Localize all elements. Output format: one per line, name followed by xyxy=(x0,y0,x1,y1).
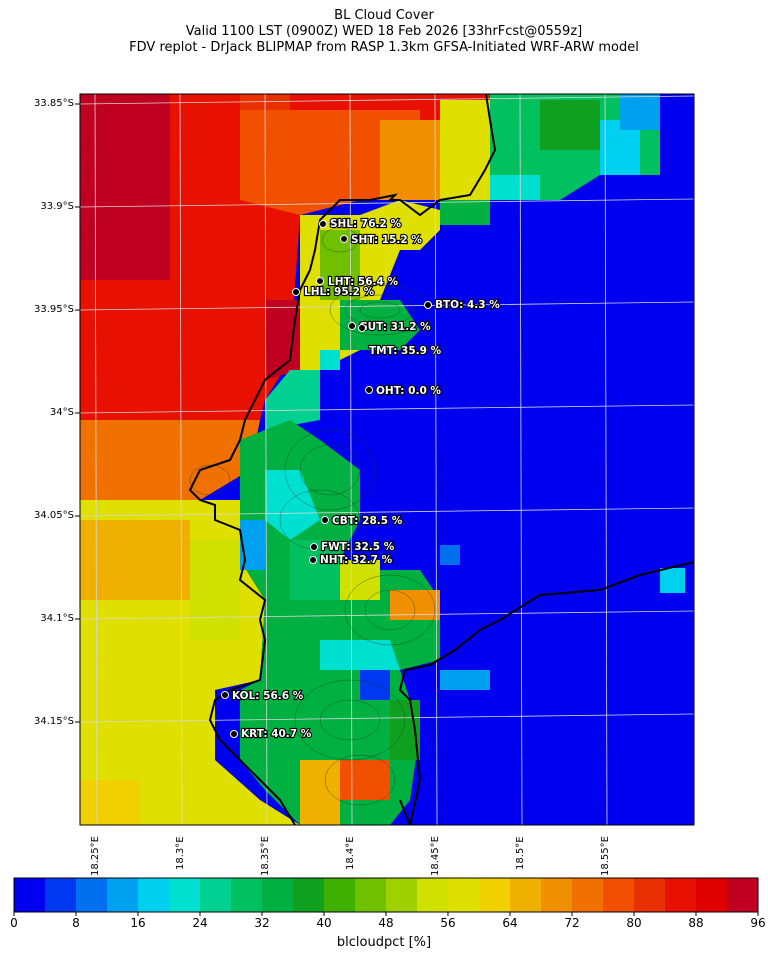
colorbar-segment xyxy=(417,878,449,912)
station-dot xyxy=(340,235,348,243)
lon-label: 18.55°E xyxy=(600,836,611,876)
station-label: TMT: 35.9 % xyxy=(369,345,442,357)
lon-label: 18.45°E xyxy=(430,836,441,876)
station-label: BTO: 4.3 % xyxy=(435,299,500,311)
lat-label: 34.15°S xyxy=(34,716,74,727)
station-markers: SHL: 76.2 % SHT: 15.2 % LHT: 56.4 %LHL: 95… xyxy=(221,217,501,741)
colorbar-tick-label: 72 xyxy=(564,916,580,930)
colorbar-tick-label: 48 xyxy=(378,916,394,930)
title-line-2: Valid 1100 LST (0900Z) WED 18 Feb 2026 [… xyxy=(185,24,583,39)
station-label: LHL: 95.2 % xyxy=(304,286,375,298)
station-label: SHL: 76.2 % xyxy=(330,218,401,230)
colorbar-segment xyxy=(231,878,263,912)
colorbar-tick-label: 80 xyxy=(626,916,642,930)
station-label: GUT: 31.2 % xyxy=(359,321,431,333)
lat-label: 34°S xyxy=(49,407,74,418)
colorbar-segment xyxy=(293,878,325,912)
station-dot xyxy=(221,691,229,699)
colorbar-segment xyxy=(262,878,294,912)
station-label: OHT: 0.0 % xyxy=(376,385,441,397)
colorbar-segment xyxy=(634,878,666,912)
station-label: CBT: 28.5 % xyxy=(332,515,403,527)
lat-label: 33.85°S xyxy=(34,98,74,109)
colorbar-segment xyxy=(45,878,77,912)
colorbar-tick-label: 64 xyxy=(502,916,518,930)
station-dot xyxy=(230,730,238,738)
colorbar-label: blcloudpct [%] xyxy=(336,935,432,950)
station-dot xyxy=(365,386,373,394)
station-dot xyxy=(292,288,300,296)
lon-label: 18.5°E xyxy=(515,836,526,870)
colorbar-tick-label: 96 xyxy=(750,916,766,930)
colorbar-tick-label: 0 xyxy=(10,916,18,930)
lat-label: 34.05°S xyxy=(34,510,74,521)
station-label: FWT: 32.5 % xyxy=(321,541,395,553)
colorbar-segment xyxy=(355,878,387,912)
station-dot xyxy=(348,322,356,330)
station-dot xyxy=(319,220,327,228)
colorbar-tick-label: 56 xyxy=(440,916,456,930)
station-dot xyxy=(310,543,318,551)
station-label: KOL: 56.6 % xyxy=(232,690,304,702)
station-dot xyxy=(316,277,324,285)
station-dot xyxy=(424,301,432,309)
lat-label: 33.95°S xyxy=(34,304,74,315)
title-line-1: BL Cloud Cover xyxy=(334,8,434,23)
station-label: NHT: 32.7 % xyxy=(320,554,393,566)
colorbar-segment xyxy=(107,878,139,912)
title-line-3: FDV replot - DrJack BLIPMAP from RASP 1.… xyxy=(129,40,639,55)
colorbar-segment xyxy=(448,878,480,912)
station-dot xyxy=(358,324,366,332)
colorbar-segment xyxy=(479,878,511,912)
station-label: SHT: 15.2 % xyxy=(351,234,422,246)
colorbar-segment xyxy=(138,878,170,912)
colorbar-tick-label: 32 xyxy=(254,916,270,930)
colorbar-segment xyxy=(76,878,108,912)
colorbar-segment xyxy=(541,878,573,912)
colorbar-tick-label: 88 xyxy=(688,916,704,930)
lat-label: 34.1°S xyxy=(40,613,74,624)
colorbar-segment xyxy=(169,878,201,912)
colorbar-segment xyxy=(696,878,728,912)
colorbar-segment xyxy=(603,878,635,912)
station-label: KRT: 40.7 % xyxy=(241,728,312,740)
station-label: LHT: 56.4 % xyxy=(328,276,398,288)
colorbar-tick-label: 8 xyxy=(72,916,80,930)
colorbar-segment xyxy=(727,878,759,912)
colorbar-segment xyxy=(572,878,604,912)
lon-label: 18.35°E xyxy=(260,836,271,876)
colorbar-segment xyxy=(14,878,46,912)
colorbar-tick-label: 16 xyxy=(130,916,146,930)
colorbar xyxy=(13,877,759,916)
station-dot xyxy=(309,556,317,564)
colorbar-segment xyxy=(510,878,542,912)
colorbar-tick-label: 40 xyxy=(316,916,332,930)
colorbar-segment xyxy=(200,878,232,912)
colorbar-segment xyxy=(324,878,356,912)
colorbar-segment xyxy=(665,878,697,912)
lat-label: 33.9°S xyxy=(40,201,74,212)
map-plot-area xyxy=(80,94,694,825)
station-dot xyxy=(321,516,329,524)
colorbar-tick-label: 24 xyxy=(192,916,208,930)
colorbar-segment xyxy=(386,878,418,912)
lon-label: 18.3°E xyxy=(175,836,186,870)
lon-label: 18.4°E xyxy=(345,836,356,870)
lon-label: 18.25°E xyxy=(90,836,101,876)
